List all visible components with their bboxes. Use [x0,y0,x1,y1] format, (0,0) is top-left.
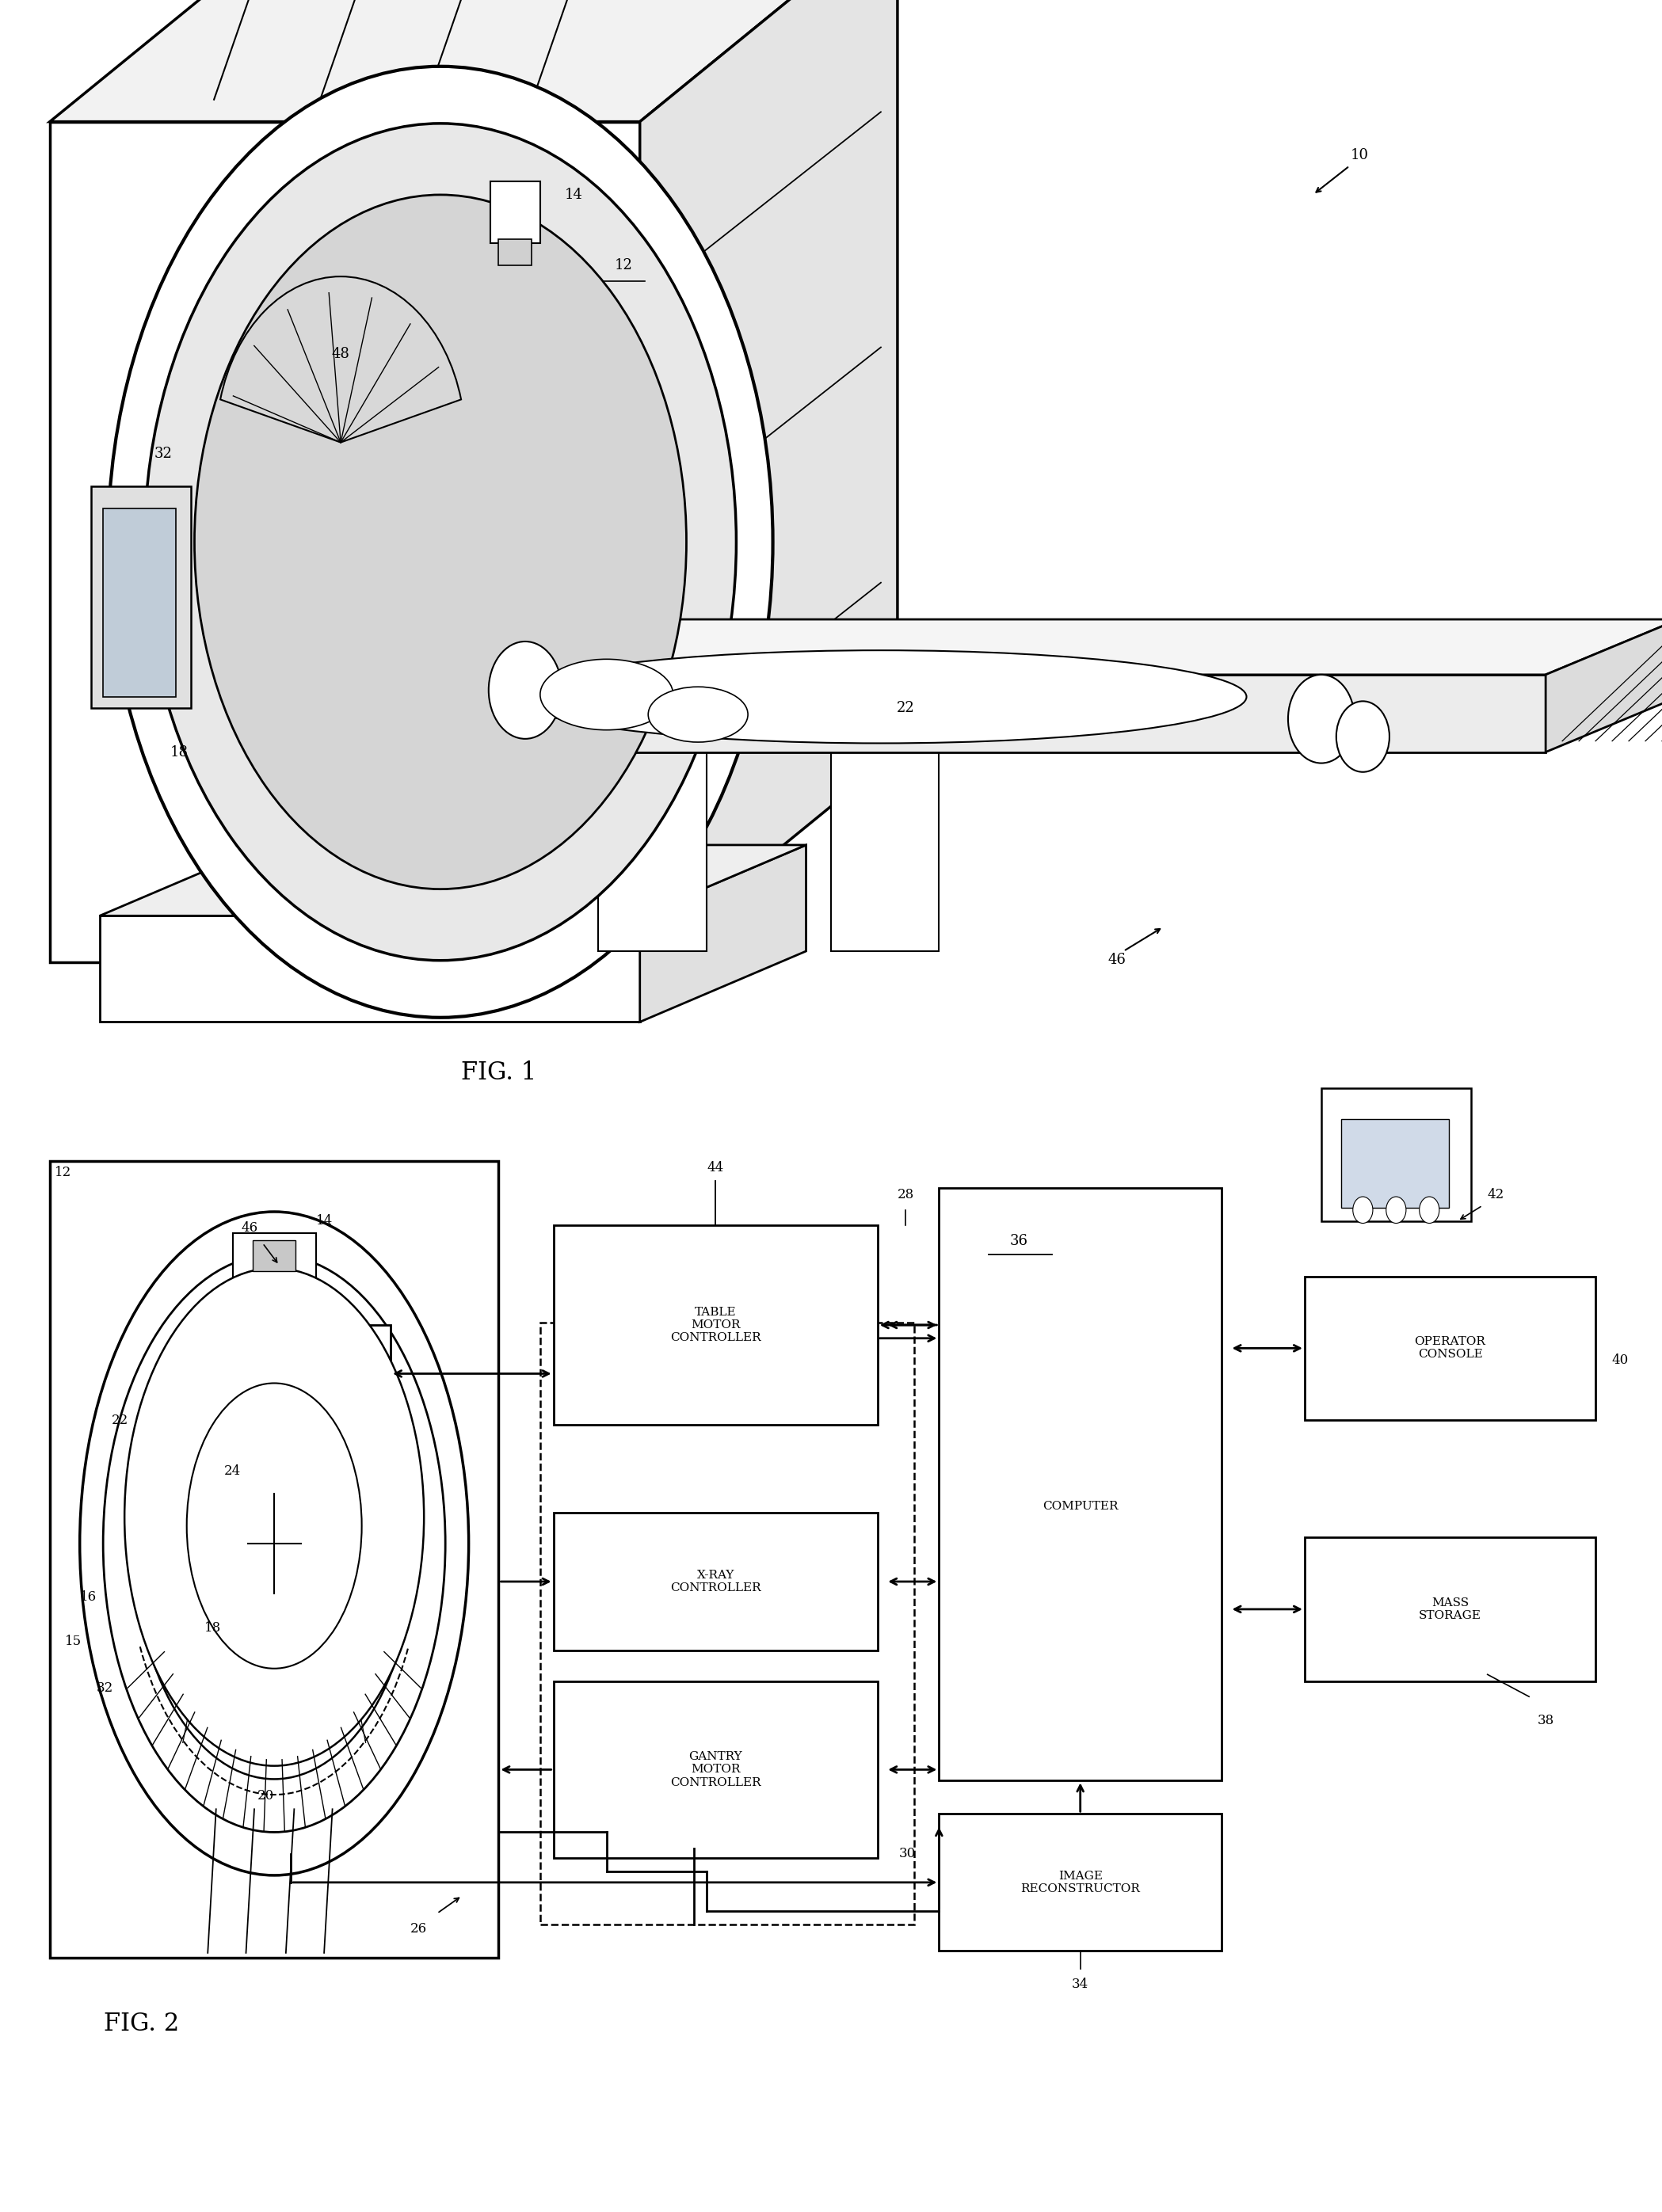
Polygon shape [1546,619,1662,752]
Circle shape [489,641,562,739]
Text: MASS
STORAGE: MASS STORAGE [1419,1597,1481,1621]
Ellipse shape [515,650,1246,743]
Text: 30: 30 [899,1847,916,1860]
Ellipse shape [648,686,748,741]
Polygon shape [640,845,806,1022]
Text: 46: 46 [1109,953,1125,967]
Bar [553,1513,878,1650]
Bar [939,1814,1222,1951]
Text: 28: 28 [897,1188,914,1201]
Text: 10: 10 [1351,148,1368,161]
Text: FIG. 1: FIG. 1 [460,1060,537,1086]
Bar [1341,1119,1449,1208]
Text: 46: 46 [241,1221,258,1234]
Text: 32: 32 [155,447,171,460]
Text: 18: 18 [171,745,188,759]
Text: TABLE: TABLE [273,1367,317,1380]
Text: TABLE
MOTOR
CONTROLLER: TABLE MOTOR CONTROLLER [670,1307,761,1343]
Text: 48: 48 [332,347,349,361]
Circle shape [1288,675,1355,763]
Polygon shape [100,845,806,916]
Text: 36: 36 [1010,1234,1027,1248]
Circle shape [1386,1197,1406,1223]
Polygon shape [640,0,897,962]
Bar [233,1232,316,1281]
Text: IMAGE
RECONSTRUCTOR: IMAGE RECONSTRUCTOR [1020,1871,1140,1893]
Text: 34: 34 [1072,1978,1089,1991]
Text: 16: 16 [80,1590,96,1604]
Text: 40: 40 [1612,1354,1629,1367]
Bar [831,752,939,951]
Bar [499,239,532,265]
Ellipse shape [540,659,673,730]
Text: 15: 15 [65,1635,81,1648]
Ellipse shape [125,1267,424,1765]
Polygon shape [490,619,1662,675]
Circle shape [1336,701,1389,772]
Text: 14: 14 [316,1214,332,1228]
Bar [1321,1088,1471,1221]
Bar [598,752,706,951]
Bar [1305,1276,1596,1420]
Bar [553,1225,878,1425]
Wedge shape [221,276,460,442]
Text: 20: 20 [258,1790,274,1803]
Polygon shape [50,0,897,122]
Ellipse shape [80,1212,469,1876]
Bar [100,916,640,1022]
Text: 18: 18 [204,1621,221,1635]
Ellipse shape [108,66,773,1018]
Text: 26: 26 [411,1922,427,1936]
Text: X-RAY
CONTROLLER: X-RAY CONTROLLER [670,1571,761,1593]
Text: 14: 14 [565,188,582,201]
Text: 44: 44 [706,1161,725,1175]
Text: GANTRY
MOTOR
CONTROLLER: GANTRY MOTOR CONTROLLER [670,1752,761,1787]
Polygon shape [490,675,1546,752]
Bar [253,1241,296,1272]
Bar [553,1681,878,1858]
Ellipse shape [135,1307,414,1778]
Ellipse shape [145,124,736,960]
Bar [50,122,640,962]
Text: 22: 22 [897,701,914,714]
Circle shape [1353,1197,1373,1223]
Text: COMPUTER: COMPUTER [1042,1500,1119,1513]
Text: 42: 42 [1487,1188,1504,1201]
Bar [50,1161,499,1958]
Text: 12: 12 [615,259,632,272]
Ellipse shape [186,1382,362,1668]
Ellipse shape [194,195,686,889]
Circle shape [1419,1197,1439,1223]
Text: 38: 38 [1537,1714,1554,1728]
Text: FIG. 2: FIG. 2 [103,2011,179,2037]
Bar [1305,1537,1596,1681]
Text: 12: 12 [55,1166,71,1179]
Text: OPERATOR
CONSOLE: OPERATOR CONSOLE [1414,1336,1486,1360]
Bar [91,487,191,708]
Bar [103,509,176,697]
Text: 24: 24 [224,1464,241,1478]
Bar [540,1323,914,1924]
Bar [939,1188,1222,1781]
Text: 22: 22 [111,1413,128,1427]
Bar [199,1325,391,1422]
Bar [490,181,540,243]
Text: 32: 32 [96,1681,113,1694]
Ellipse shape [103,1254,445,1832]
